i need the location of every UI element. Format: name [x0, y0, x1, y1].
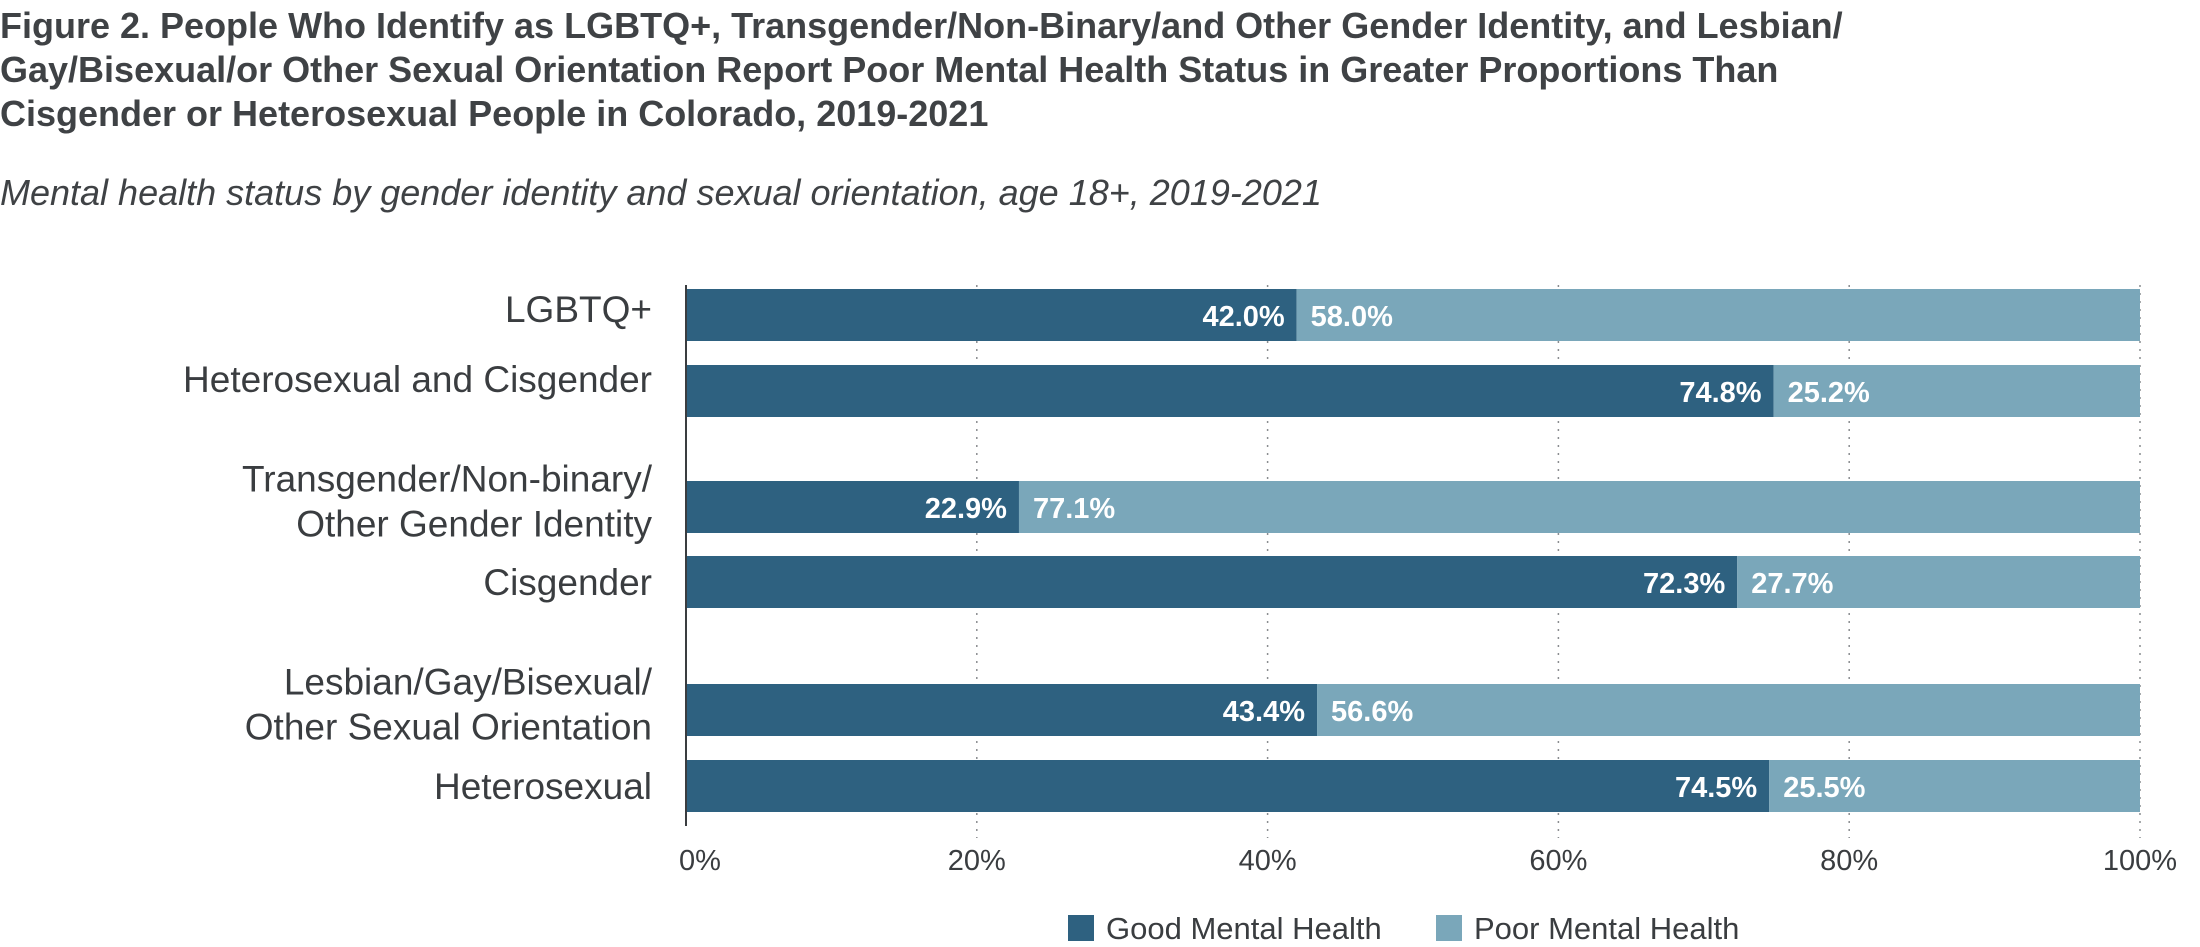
bar-value-label: 58.0%	[1311, 301, 1393, 333]
bar-segment-poor	[1773, 365, 2140, 417]
bar-segment-poor	[1317, 684, 2140, 736]
category-label: Transgender/Non-binary/	[242, 459, 653, 500]
bar-segment-good	[686, 760, 1770, 812]
bar-segment-good	[686, 556, 1738, 608]
legend-swatch-poor	[1436, 915, 1462, 941]
x-tick-label: 40%	[1239, 845, 1297, 877]
x-axis-ticks: 0% 20% 40% 60% 80% 100%	[679, 285, 2177, 877]
bar-value-label: 56.6%	[1331, 696, 1413, 728]
x-tick-label: 20%	[948, 845, 1006, 877]
bar-value-label: 77.1%	[1033, 493, 1115, 525]
legend-label: Good Mental Health	[1106, 911, 1382, 946]
category-label: Heterosexual and Cisgender	[183, 359, 652, 400]
x-tick-label: 100%	[2103, 845, 2177, 877]
bar-value-label: 72.3%	[1643, 568, 1725, 600]
figure-subtitle: Mental health status by gender identity …	[0, 172, 1322, 213]
bar-value-label: 43.4%	[1223, 696, 1305, 728]
category-label: Lesbian/Gay/Bisexual/	[284, 662, 653, 703]
category-label: LGBTQ+	[505, 289, 652, 330]
bar-segment-good	[686, 684, 1318, 736]
bar-segment-poor	[1769, 760, 2140, 812]
bar-value-label: 74.8%	[1679, 377, 1761, 409]
bar-segment-good	[686, 289, 1297, 341]
figure-title-line: Cisgender or Heterosexual People in Colo…	[0, 93, 989, 134]
x-tick-label: 0%	[679, 845, 721, 877]
legend-swatch-good	[1068, 915, 1094, 941]
category-labels: LGBTQ+ Heterosexual and Cisgender Transgen…	[183, 289, 653, 807]
bar-segment-good	[686, 481, 1019, 533]
figure-title-line: Gay/Bisexual/or Other Sexual Orientation…	[0, 49, 1779, 90]
bar-value-label: 25.2%	[1788, 377, 1870, 409]
x-tick-label: 80%	[1820, 845, 1878, 877]
bars: 42.0% 58.0% 74.8% 25.2% 22.9% 77.1% 72.3% 27.7%…	[686, 289, 2140, 812]
bar-value-label: 74.5%	[1675, 772, 1757, 804]
bar-value-label: 25.5%	[1783, 772, 1865, 804]
bar-segment-good	[686, 365, 1774, 417]
category-label: Cisgender	[483, 562, 652, 603]
legend-label: Poor Mental Health	[1474, 911, 1739, 946]
x-tick-label: 60%	[1529, 845, 1587, 877]
figure-title: Figure 2. People Who Identify as LGBTQ+,…	[0, 4, 2180, 136]
bar-value-label: 27.7%	[1751, 568, 1833, 600]
category-label: Other Sexual Orientation	[245, 707, 652, 748]
bar-segment-poor	[1018, 481, 2140, 533]
category-label: Other Gender Identity	[296, 504, 652, 545]
legend: Good Mental Health Poor Mental Health	[1068, 911, 1739, 946]
bar-value-label: 42.0%	[1202, 301, 1284, 333]
figure-title-line: Figure 2. People Who Identify as LGBTQ+,…	[0, 5, 1843, 46]
bar-segment-poor	[1737, 556, 2140, 608]
category-label: Heterosexual	[434, 766, 652, 807]
bar-segment-poor	[1296, 289, 2140, 341]
bar-value-label: 22.9%	[925, 493, 1007, 525]
